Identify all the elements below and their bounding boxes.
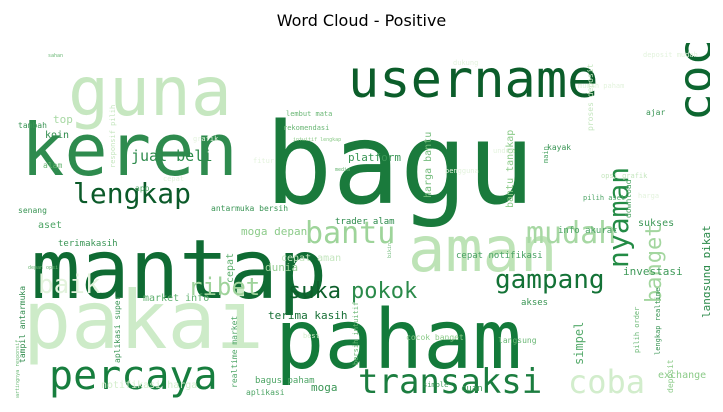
word-mantap: mantap	[31, 223, 327, 318]
word-antarmuka-bersih: antarmuka bersih	[211, 204, 288, 213]
word-simpel: simpel	[572, 322, 586, 365]
word-download: download	[624, 179, 633, 218]
word-bantu-tangkap: bantu tangkap	[505, 130, 516, 208]
word-media: media	[335, 167, 350, 173]
chart-title: Word Cloud - Positive	[276, 11, 447, 30]
word-trader-alam: trader alam	[335, 217, 395, 227]
word-ribet: ribet	[188, 273, 260, 301]
word-dukung: dukung	[453, 59, 478, 67]
word-ajar: ajar	[646, 108, 665, 117]
word-top: top	[53, 113, 73, 126]
word-cepat: cepat	[225, 253, 236, 283]
word-senang: senang	[18, 206, 47, 215]
word-responsif-pilih: responsif pilih	[109, 105, 117, 168]
word-bantu: bantu	[305, 216, 395, 251]
word-koin: koin	[45, 130, 69, 141]
word-baik: baik	[38, 270, 101, 300]
word-pengguna: pengguna	[445, 167, 479, 175]
word-langsung: langsung	[498, 336, 537, 345]
word-dunia: dunia	[265, 261, 298, 274]
word-aset: aset	[38, 220, 62, 231]
word-langsung-pikat: langsung pikat	[700, 225, 710, 318]
word-username: username	[348, 50, 598, 110]
word-pokok: pokok	[351, 279, 417, 304]
word-lembut-mata: lembut mata	[286, 110, 332, 118]
word-bersih-intuitif: bersih intuitif	[352, 302, 360, 365]
word-lengkap-realtime: lengkap realtime	[654, 288, 662, 355]
word-gampang: gampang	[495, 265, 605, 295]
word-cocok-banget: cocok banget	[406, 333, 464, 342]
word-jual-beli: jual beli	[131, 147, 212, 165]
word-lengkap: lengkap	[73, 177, 191, 210]
word-aplikasi-super: aplikasi super	[113, 295, 122, 363]
word-keren: keren	[21, 108, 238, 192]
word-moga: moga	[311, 381, 338, 394]
word-coba: coba	[568, 363, 645, 398]
word-pilih-order: pilih order	[633, 307, 641, 353]
word-cepat-aman: cepat aman	[281, 253, 341, 264]
word-platform: platform	[348, 151, 401, 164]
word-simple: simple	[423, 381, 448, 389]
word-cuan: cuan	[461, 384, 483, 394]
word-tampil-antarmuka: tampil antarmuka	[18, 286, 27, 363]
word-banget: banget	[642, 224, 667, 303]
word-bikin: bikin	[387, 243, 393, 258]
word-aman: aman	[408, 213, 557, 286]
word-info-akurat: info akurat	[558, 226, 618, 236]
word-unduh: unduh	[493, 147, 514, 155]
word-pakai: pakai	[23, 274, 264, 367]
word-suka: suka	[288, 279, 341, 304]
word-app: app	[135, 184, 150, 193]
word-grafik: grafik	[193, 135, 219, 143]
word-kayak: kayak	[547, 143, 571, 152]
word-best: best	[303, 332, 320, 340]
word-main: main	[542, 146, 550, 163]
word-deposit-mudah: deposit mudah	[643, 51, 698, 59]
word-deposit: deposit	[666, 359, 675, 393]
word-cepat: cepat	[163, 175, 184, 183]
word-paham: paham	[275, 293, 522, 388]
word-terimakasih: terimakasih	[58, 239, 118, 249]
word-fitur: fitur	[253, 157, 274, 165]
word-sahan: sahan	[48, 53, 63, 59]
word-akses: akses	[521, 298, 548, 308]
word-opsi-grafik: opsi grafik	[601, 172, 648, 180]
word-guna: guna	[68, 53, 232, 132]
word-bagus-paham: bagus paham	[255, 376, 315, 386]
word-cepat-notifikasi: cepat notifikasi	[456, 251, 543, 261]
word-mudah: mudah	[526, 216, 616, 251]
word-aplikasi: aplikasi	[246, 388, 285, 397]
word-sukses: sukses	[638, 218, 674, 229]
word-percaya: percaya	[49, 353, 218, 398]
word-cocok: cocok	[668, 43, 710, 121]
word-depan-opsi: depan opsi	[28, 265, 58, 271]
word-rekomendasi: rekomendasi	[283, 124, 329, 132]
word-harga-bantu: harga bantu	[423, 132, 434, 198]
word-proses-deposit: proses deposit	[586, 63, 595, 131]
word-terima-kasih: terima kasih	[268, 309, 347, 322]
word-mudah-paham: mudah paham	[578, 82, 624, 90]
word-transaksi: transaksi	[358, 362, 542, 398]
word-bagu: bagu	[265, 100, 535, 230]
word-harga: harga	[638, 192, 659, 200]
word-tambah: tambah	[18, 121, 47, 130]
word-realtime-market: realtime market	[230, 316, 239, 388]
word-pilih-aset: pilih aset	[583, 194, 625, 202]
word-alam: alam	[43, 161, 62, 170]
word-exchange: exchange	[658, 370, 706, 381]
word-intuitif-lengkap: intuitif lengkap	[293, 137, 341, 143]
word-notifikasi-harga: notifikasi harga	[101, 380, 197, 391]
word-market-info: market info	[143, 293, 209, 304]
word-nyaman: nyaman	[602, 167, 635, 268]
word-moga-depan: moga depan	[241, 225, 307, 238]
word-investasi: investasi	[623, 265, 683, 278]
word-chartingnya-responsif: chartingnya responsif	[15, 340, 21, 398]
